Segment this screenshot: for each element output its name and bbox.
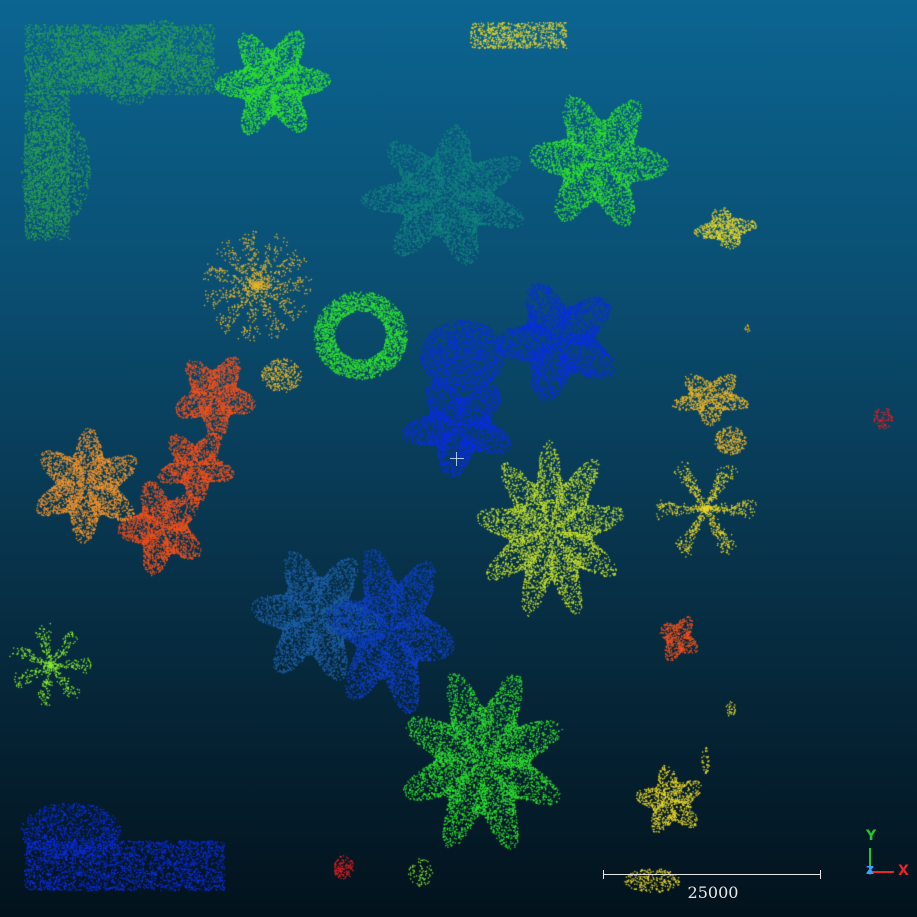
rotation-center-marker [450, 452, 464, 466]
x-axis-label: X [898, 863, 909, 879]
scale-bar-tick-left [603, 870, 604, 879]
z-axis-label: Z [866, 864, 874, 877]
scale-bar: 25000 [603, 868, 821, 902]
z-axis-dot [867, 869, 873, 875]
scale-bar-label: 25000 [687, 883, 739, 902]
scale-bar-tick-right [820, 870, 821, 879]
axis-triad-icon: Y Z X [858, 826, 914, 882]
scale-bar-line [603, 874, 821, 875]
y-axis-label: Y [866, 828, 877, 844]
axis-triad-lines [867, 848, 894, 875]
